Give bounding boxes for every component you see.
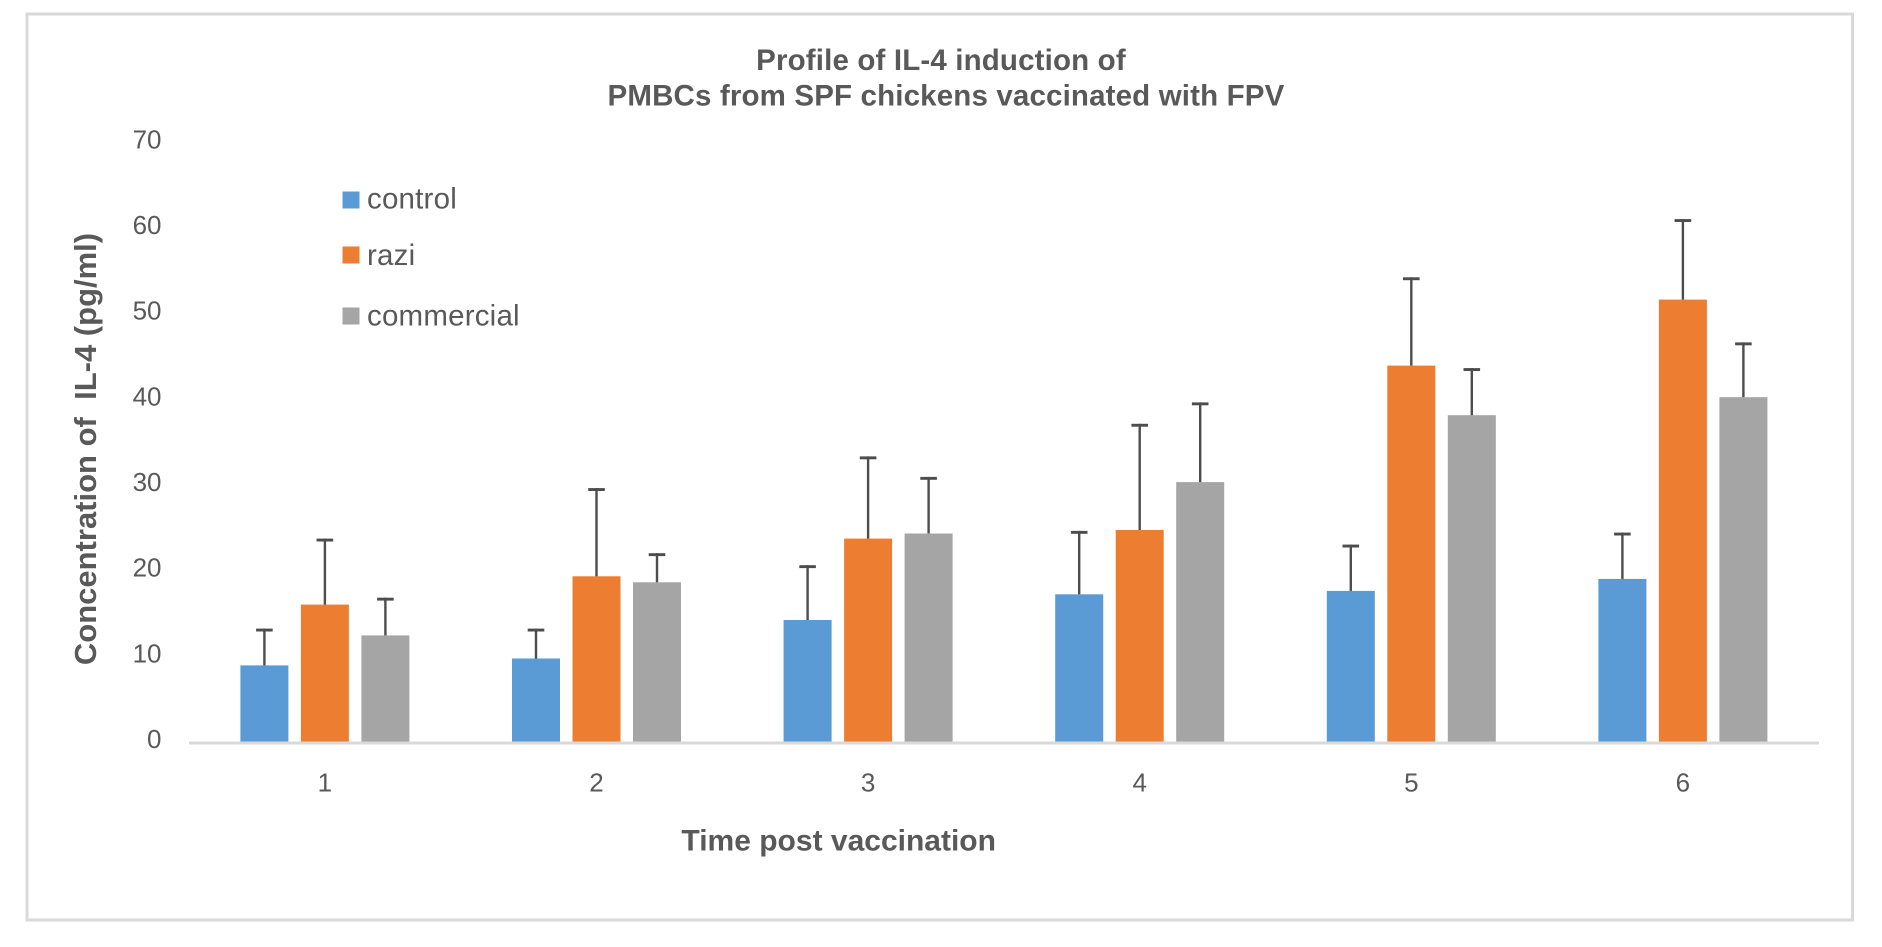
svg-text:Profile of IL-4 induction of: Profile of IL-4 induction of bbox=[756, 44, 1126, 77]
svg-text:70: 70 bbox=[133, 124, 162, 154]
svg-text:Concentration of IL-4 (pg/ml): Concentration of IL-4 (pg/ml) bbox=[68, 233, 103, 665]
svg-text:60: 60 bbox=[133, 210, 162, 240]
svg-text:2: 2 bbox=[589, 768, 603, 798]
svg-text:Time post vaccination: Time post vaccination bbox=[681, 825, 996, 858]
svg-text:PMBCs from SPF chickens vaccin: PMBCs from SPF chickens vaccinated with … bbox=[608, 80, 1285, 113]
svg-text:10: 10 bbox=[133, 638, 162, 668]
svg-text:30: 30 bbox=[133, 467, 162, 497]
svg-text:40: 40 bbox=[133, 381, 162, 411]
svg-text:1: 1 bbox=[318, 768, 332, 798]
svg-text:20: 20 bbox=[133, 553, 162, 583]
svg-text:commercial: commercial bbox=[367, 300, 520, 333]
svg-text:3: 3 bbox=[861, 768, 875, 798]
svg-text:razi: razi bbox=[367, 239, 415, 272]
svg-text:50: 50 bbox=[133, 296, 162, 326]
svg-text:0: 0 bbox=[147, 724, 161, 754]
svg-text:4: 4 bbox=[1132, 768, 1146, 798]
svg-text:control: control bbox=[367, 183, 457, 216]
svg-text:6: 6 bbox=[1676, 768, 1690, 798]
svg-text:5: 5 bbox=[1404, 768, 1418, 798]
